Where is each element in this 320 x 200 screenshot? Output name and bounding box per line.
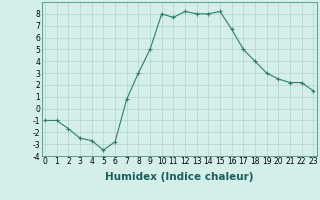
X-axis label: Humidex (Indice chaleur): Humidex (Indice chaleur) bbox=[105, 172, 253, 182]
